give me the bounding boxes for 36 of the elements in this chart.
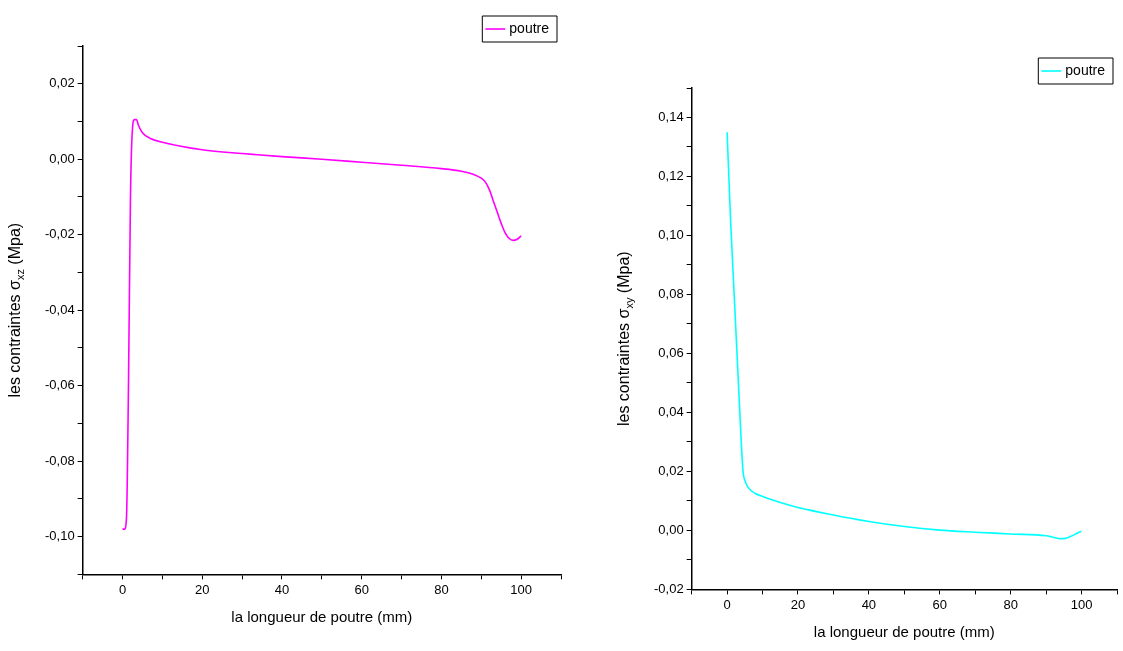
x-axis-title: la longueur de poutre (mm) [231,608,413,626]
x-tick-label: 40 [274,581,290,597]
line-series [121,118,522,530]
y-tick-label: 0,02 [49,75,75,91]
x-tick-label: 80 [1003,596,1018,612]
y-tick-label: 0,06 [658,345,684,361]
y-axis-title: les contraintes σxy (Mpa) [615,251,635,427]
x-tick-label: 60 [354,581,369,597]
y-tick-label: 0,14 [658,109,684,125]
y-tick-label: 0,00 [658,521,684,537]
x-tick-label: 0 [723,596,731,612]
y-tick-label: 0,12 [658,168,684,184]
legend-label: poutre [509,19,550,36]
y-tick-label: 0,08 [658,286,684,302]
x-tick-label: 20 [194,581,210,597]
y-tick-label: -0,06 [44,377,75,393]
x-tick-label: 0 [118,581,127,597]
y-tick-label: 0,02 [658,463,684,478]
x-axis-title: la longueur de poutre (mm) [813,623,995,641]
y-axis-title: les contraintes σxz (Mpa) [6,222,26,398]
x-tick-label: 100 [1070,596,1093,612]
y-tick-label: 0,04 [658,404,684,420]
y-tick-label: 0,10 [658,227,684,243]
y-tick-label: -0,04 [44,301,75,317]
x-tick-label: 40 [861,596,877,612]
x-tick-label: 60 [932,596,947,612]
y-tick-label: -0,02 [44,226,75,242]
x-tick-label: 20 [790,596,806,612]
legend-label: poutre [1065,61,1106,78]
y-tick-label: -0,10 [44,528,75,544]
y-tick-label: -0,02 [653,580,684,596]
line-series [726,131,1083,540]
y-tick-label: 0,00 [49,150,75,166]
y-tick-label: -0,08 [44,452,75,468]
x-tick-label: 80 [434,581,449,597]
x-tick-label: 100 [510,581,532,597]
